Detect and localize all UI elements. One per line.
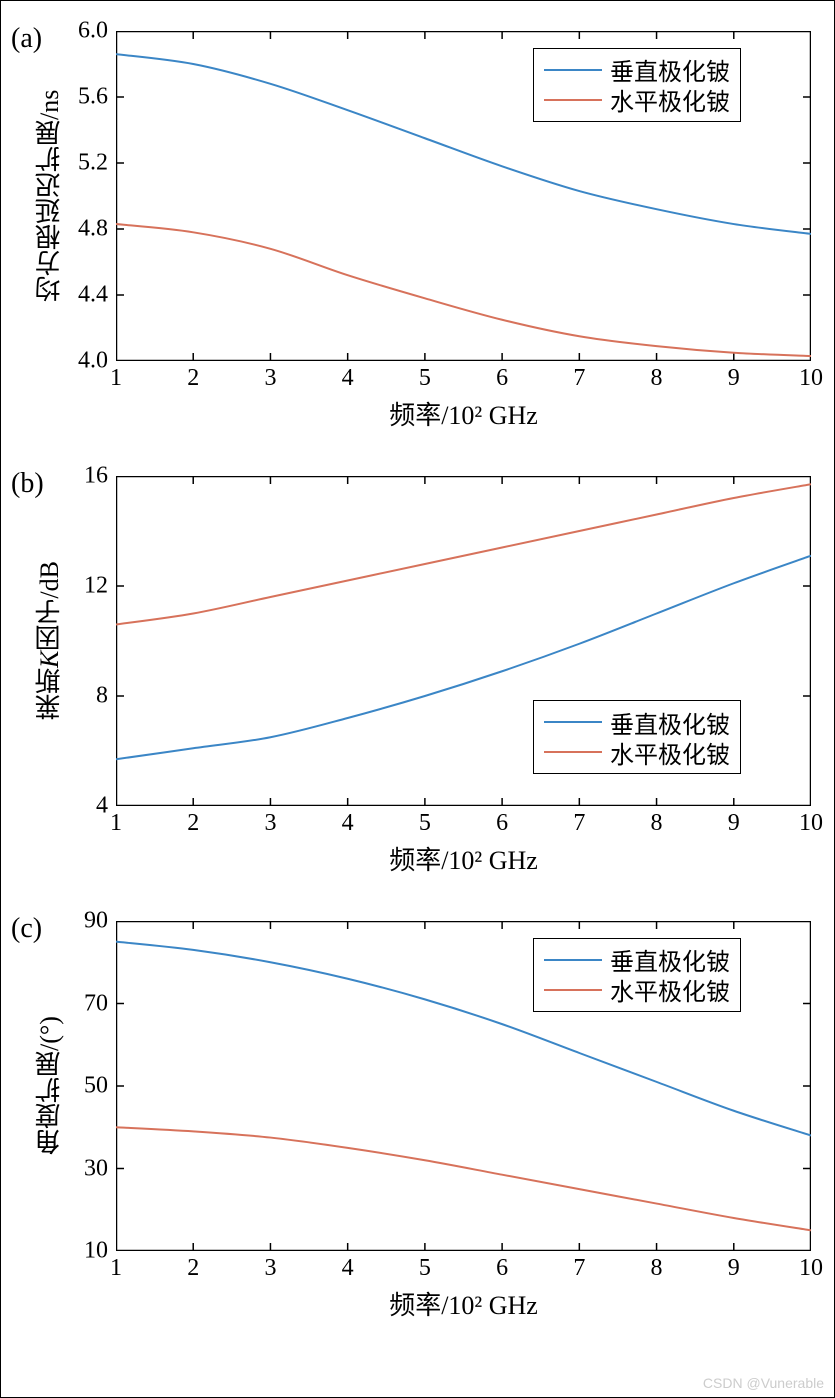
- xtick-label: 7: [573, 810, 585, 837]
- series-line: [116, 224, 811, 356]
- legend-a: 垂直极化铍水平极化铍: [533, 48, 741, 122]
- ytick-label: 50: [84, 1073, 108, 1100]
- ytick-label: 4.0: [78, 348, 108, 375]
- xtick-label: 4: [342, 365, 354, 392]
- legend-text: 水平极化铍: [610, 735, 730, 770]
- xtick-label: 4: [342, 810, 354, 837]
- ytick-label: 10: [84, 1238, 108, 1265]
- legend-row: 垂直极化铍: [544, 707, 730, 737]
- ytick-label: 12: [84, 573, 108, 600]
- ylabel-a: 均方根延迟扩展/ns: [31, 31, 68, 361]
- xtick-label: 3: [264, 810, 276, 837]
- legend-line-icon: [544, 989, 602, 991]
- xtick-label: 10: [799, 1255, 823, 1282]
- ytick-label: 8: [96, 683, 108, 710]
- series-line: [116, 1127, 811, 1230]
- ytick-label: 4.4: [78, 282, 108, 309]
- legend-text: 水平极化铍: [610, 972, 730, 1007]
- legend-row: 水平极化铍: [544, 85, 730, 115]
- xtick-label: 3: [264, 365, 276, 392]
- xtick-label: 9: [728, 1255, 740, 1282]
- xtick-label: 9: [728, 365, 740, 392]
- ytick-label: 5.6: [78, 84, 108, 111]
- legend-line-icon: [544, 751, 602, 753]
- xtick-label: 6: [496, 1255, 508, 1282]
- ytick-label: 30: [84, 1155, 108, 1182]
- ytick-label: 4: [96, 793, 108, 820]
- ytick-label: 70: [84, 990, 108, 1017]
- legend-row: 垂直极化铍: [544, 945, 730, 975]
- ytick-label: 4.8: [78, 216, 108, 243]
- xtick-label: 3: [264, 1255, 276, 1282]
- legend-line-icon: [544, 99, 602, 101]
- xtick-label: 8: [651, 365, 663, 392]
- ytick-label: 16: [84, 463, 108, 490]
- panel-a: (a)123456789104.04.44.85.25.66.0频率/10² G…: [1, 11, 835, 451]
- legend-b: 垂直极化铍水平极化铍: [533, 700, 741, 774]
- xtick-label: 10: [799, 365, 823, 392]
- xtick-label: 2: [187, 365, 199, 392]
- xlabel-b: 频率/10² GHz: [116, 840, 811, 877]
- xtick-label: 10: [799, 810, 823, 837]
- xtick-label: 2: [187, 1255, 199, 1282]
- legend-line-icon: [544, 959, 602, 961]
- xtick-label: 7: [573, 1255, 585, 1282]
- xtick-label: 1: [110, 365, 122, 392]
- xtick-label: 1: [110, 1255, 122, 1282]
- series-line: [116, 484, 811, 624]
- ytick-label: 90: [84, 908, 108, 935]
- xtick-label: 5: [419, 1255, 431, 1282]
- xtick-label: 4: [342, 1255, 354, 1282]
- legend-text: 水平极化铍: [610, 82, 730, 117]
- xlabel-a: 频率/10² GHz: [116, 395, 811, 432]
- xtick-label: 6: [496, 365, 508, 392]
- ylabel-b: 莱斯K因子/dB: [31, 476, 68, 806]
- legend-line-icon: [544, 69, 602, 71]
- legend-row: 水平极化铍: [544, 975, 730, 1005]
- xtick-label: 5: [419, 810, 431, 837]
- ytick-label: 6.0: [78, 18, 108, 45]
- panel-c: (c)123456789101030507090频率/10² GHz角度扩展/(…: [1, 901, 835, 1341]
- ytick-label: 5.2: [78, 150, 108, 177]
- xlabel-c: 频率/10² GHz: [116, 1285, 811, 1322]
- watermark: CSDN @Vunerable: [703, 1375, 824, 1391]
- xtick-label: 7: [573, 365, 585, 392]
- xtick-label: 1: [110, 810, 122, 837]
- legend-row: 水平极化铍: [544, 737, 730, 767]
- xtick-label: 2: [187, 810, 199, 837]
- xtick-label: 8: [651, 810, 663, 837]
- xtick-label: 6: [496, 810, 508, 837]
- ylabel-c: 角度扩展/(°): [31, 921, 68, 1251]
- legend-c: 垂直极化铍水平极化铍: [533, 938, 741, 1012]
- legend-row: 垂直极化铍: [544, 55, 730, 85]
- legend-line-icon: [544, 721, 602, 723]
- panel-b: (b)12345678910481216频率/10² GHz莱斯K因子/dB垂直…: [1, 456, 835, 896]
- xtick-label: 8: [651, 1255, 663, 1282]
- xtick-label: 9: [728, 810, 740, 837]
- xtick-label: 5: [419, 365, 431, 392]
